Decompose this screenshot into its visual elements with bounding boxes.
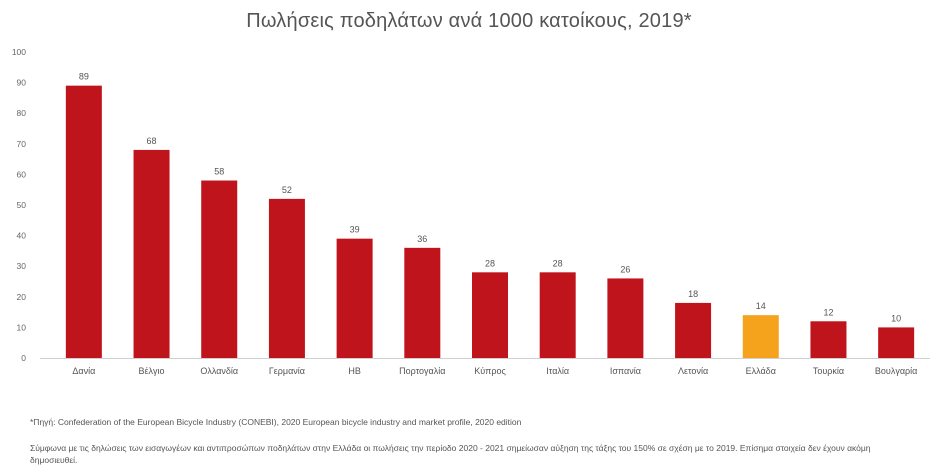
data-label: 89	[79, 72, 89, 82]
y-tick-label: 60	[17, 169, 27, 179]
bar-Γερμανία	[268, 198, 305, 358]
bar-Ιταλία	[539, 272, 576, 358]
x-tick-label: Γερμανία	[269, 366, 305, 376]
bar-Ολλανδία	[201, 180, 238, 358]
data-label: 18	[688, 289, 698, 299]
y-tick-label: 0	[21, 353, 26, 363]
data-label: 14	[756, 301, 766, 311]
x-tick-label: Ισπανία	[610, 366, 641, 376]
bar-ΗΒ	[336, 238, 373, 358]
data-label: 28	[485, 258, 495, 268]
y-tick-label: 70	[17, 139, 27, 149]
bar-Δανία	[65, 85, 102, 358]
x-tick-label: Ιταλία	[546, 366, 569, 376]
x-tick-label: Λετονία	[678, 366, 708, 376]
data-label: 28	[553, 258, 563, 268]
y-tick-label: 30	[17, 261, 27, 271]
data-label: 26	[620, 264, 630, 274]
x-tick-label: Πορτογαλία	[399, 366, 445, 376]
x-tick-label: Βέλγιο	[139, 366, 165, 376]
bar-Ελλάδα	[742, 315, 779, 358]
sales-note: Σύμφωνα με τις δηλώσεις των εισαγωγέων κ…	[30, 443, 871, 465]
bar-Βουλγαρία	[878, 327, 915, 358]
x-tick-label: Δανία	[72, 366, 95, 376]
x-tick-label: Βουλγαρία	[875, 366, 917, 376]
x-tick-label: ΗΒ	[348, 366, 361, 376]
x-tick-label: Ολλανδία	[200, 366, 238, 376]
x-tick-label: Κύπρος	[474, 366, 506, 376]
source-footnote: *Πηγή: Confederation of the European Bic…	[30, 417, 522, 427]
bar-Κύπρος	[472, 272, 508, 358]
bar-Τουρκία	[810, 321, 847, 358]
data-label: 52	[282, 185, 292, 195]
data-label: 10	[891, 313, 901, 323]
bar-Βέλγιο	[133, 149, 170, 358]
bar-Ισπανία	[607, 278, 644, 358]
bar-chart: 0 10 20 30 40 50 60 70 80 90 100 89 Δανία 68 Βέλγιο 58 Ο…	[12, 47, 930, 376]
data-label: 12	[823, 307, 833, 317]
y-tick-label: 50	[17, 200, 27, 210]
y-tick-label: 80	[17, 108, 27, 118]
bar-Λετονία	[675, 302, 712, 358]
y-tick-label: 100	[12, 47, 26, 57]
x-tick-label: Ελλάδα	[746, 366, 776, 376]
y-tick-label: 40	[17, 231, 27, 241]
data-label: 58	[214, 167, 224, 177]
data-label: 68	[147, 136, 157, 146]
y-tick-label: 20	[17, 292, 27, 302]
x-tick-label: Τουρκία	[813, 366, 844, 376]
data-label: 36	[417, 234, 427, 244]
y-tick-label: 10	[17, 322, 27, 332]
y-tick-label: 90	[17, 78, 27, 88]
data-label: 39	[350, 225, 360, 235]
chart-title: Πωλήσεις ποδηλάτων ανά 1000 κατοίκους, 2…	[246, 10, 692, 32]
bar-Πορτογαλία	[404, 247, 441, 358]
